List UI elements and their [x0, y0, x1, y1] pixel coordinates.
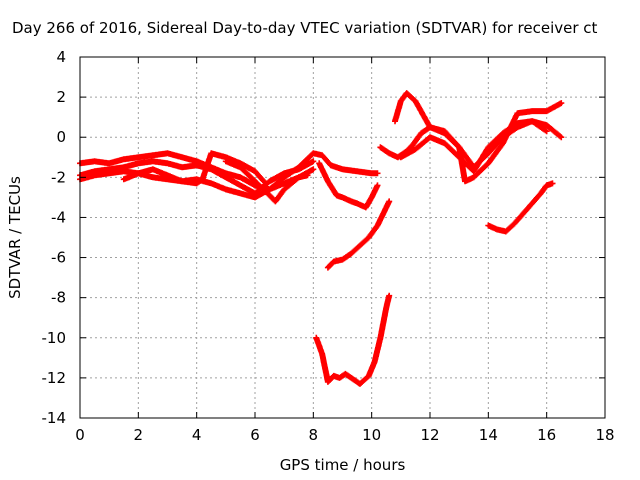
series-track-7 — [324, 198, 393, 271]
x-tick-label: 16 — [537, 426, 556, 444]
data-points — [77, 90, 565, 387]
x-tick-label: 0 — [75, 426, 85, 444]
series-markers — [324, 198, 393, 271]
series-track-4 — [120, 150, 267, 187]
chart-title: Day 266 of 2016, Sidereal Day-to-day VTE… — [12, 19, 598, 37]
series-markers — [485, 180, 556, 235]
y-tick-label: -4 — [51, 208, 66, 226]
y-tick-label: -10 — [42, 329, 67, 347]
series-markers — [392, 90, 565, 171]
x-tick-label: 6 — [250, 426, 260, 444]
y-tick-label: -6 — [51, 249, 66, 267]
series-markers — [316, 160, 381, 211]
x-tick-label: 4 — [192, 426, 202, 444]
series-markers — [222, 158, 311, 205]
plot-frame — [79, 56, 606, 419]
x-tick-label: 2 — [134, 426, 144, 444]
series-track-10 — [392, 90, 565, 171]
series-markers — [313, 292, 393, 387]
series-track-11 — [397, 118, 550, 175]
series-markers — [120, 150, 267, 187]
y-tick-label: -14 — [42, 409, 67, 427]
y-tick-label: -8 — [51, 289, 66, 307]
y-tick-label: -12 — [42, 369, 67, 387]
series-track-6 — [316, 160, 381, 211]
y-tick-label: 4 — [56, 48, 66, 66]
y-tick-label: 0 — [56, 128, 66, 146]
y-axis-label: SDTVAR / TECUs — [6, 176, 24, 299]
x-tick-label: 10 — [362, 426, 381, 444]
y-tick-label: 2 — [56, 88, 66, 106]
x-tick-label: 12 — [420, 426, 439, 444]
axis-ticks: 0 2 4 6 8 10 12 14 16 18 4 2 0 -2 -4 -6 -8 -10 -12 -14 — [42, 48, 615, 444]
series-track-5 — [222, 158, 311, 205]
y-tick-label: -2 — [51, 168, 66, 186]
series-track-8 — [313, 292, 393, 387]
series-markers — [397, 118, 550, 175]
x-tick-label: 8 — [309, 426, 319, 444]
x-axis-label: GPS time / hours — [280, 456, 406, 474]
series-track-12 — [485, 180, 556, 235]
x-tick-label: 14 — [479, 426, 498, 444]
x-tick-label: 18 — [595, 426, 614, 444]
